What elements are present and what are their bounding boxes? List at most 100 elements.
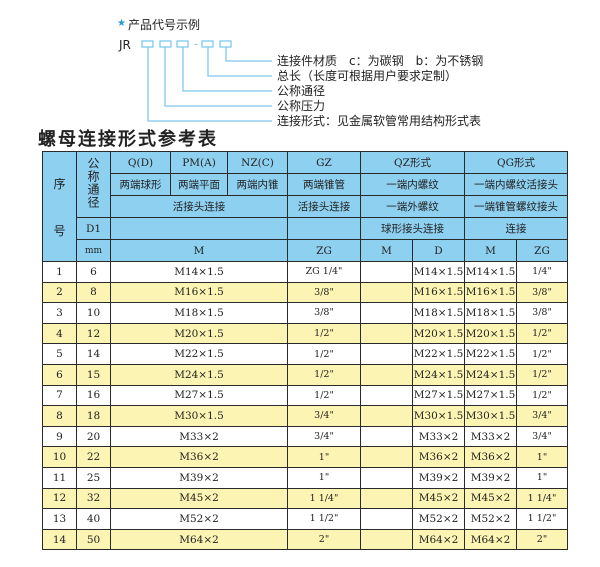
star-icon: ★ [117,18,126,29]
table-row: 9 20 M33×2 3/4" M33×2 M33×2 3/4" [42,425,568,448]
header-conn2: 球形接头连接 [360,217,465,240]
cell-dn: 14 [76,343,111,365]
cell-qg-m: M45×2 [464,487,517,510]
cell-dn: 40 [76,508,111,530]
cell-no: 13 [42,508,77,530]
cell-qg-zg: 1/2" [516,343,568,365]
cell-qz-d: M20×1.5 [412,322,465,345]
cell-qg-m: M14×1.5 [464,261,517,283]
cell-gz: 3/4" [287,405,361,427]
cell-no: 3 [42,302,77,324]
cell-gz: 1" [287,466,361,489]
cell-m: M14×1.5 [110,261,288,283]
cell-no: 11 [42,466,77,489]
cell-no: 5 [42,343,77,365]
header-desc: 两端内锥 [227,173,288,196]
header-type: QZ形式 [360,151,465,174]
dn-label: 公称通径 [86,157,100,209]
cell-qz-d: M18×1.5 [412,302,465,324]
label-connection-type: 连接形式：见金属软管常用结构形式表 [277,114,482,128]
cell-qg-m: M39×2 [464,466,517,489]
cell-qz-m [360,261,413,283]
header-desc: 两端平面 [170,173,228,196]
cell-dn: 15 [76,363,111,386]
table-row: 3 10 M18×1.5 3/8" M18×1.5 M18×1.5 3/8" [42,302,568,324]
header-desc: 两端球形 [110,173,171,196]
header-dn: 公称通径 [76,151,111,218]
cell-qg-zg: 1/4" [516,261,568,283]
cell-m: M18×1.5 [110,302,288,324]
table-row: 6 15 M24×1.5 1/2" M24×1.5 M24×1.5 1/2" [42,363,568,386]
cell-qg-zg: 3/8" [516,281,568,304]
cell-gz: 1" [287,446,361,468]
cell-no: 8 [42,405,77,427]
cell-qz-m [360,405,413,427]
header-conn2 [287,217,361,240]
cell-qg-m: M64×2 [464,528,517,551]
cell-dn: 6 [76,261,111,283]
label-nominal-diameter: 公称通径 [277,84,326,98]
cell-no: 9 [42,425,77,448]
cell-qz-m [360,528,413,551]
cell-no: 14 [42,528,77,551]
cell-qg-zg: 1/2" [516,384,568,407]
cell-qg-m: M16×1.5 [464,281,517,304]
cell-qg-zg: 1" [516,466,568,489]
cell-m: M33×2 [110,425,288,448]
label-length: 总长（长度可根据用户要求定制） [277,69,458,83]
header-mm: mm [76,239,111,262]
cell-qg-m: M24×1.5 [464,363,517,386]
header-unit: ZG [516,239,568,262]
cell-no: 2 [42,281,77,304]
cell-dn: 18 [76,405,111,427]
header-type: Q(D) [110,151,171,174]
header-type: NZ(C) [227,151,288,174]
table-row: 10 22 M36×2 1" M36×2 M36×2 1" [42,446,568,468]
cell-m: M22×1.5 [110,343,288,365]
cell-m: M45×2 [110,487,288,510]
cell-qz-d: M24×1.5 [412,363,465,386]
cell-qz-d: M30×1.5 [412,405,465,427]
header-seq: 序号 [42,151,77,262]
cell-qg-zg: 1 1/2" [516,508,568,530]
cell-qz-m [360,281,413,304]
cell-dn: 16 [76,384,111,407]
code-prefix: JR [119,38,131,52]
cell-m: M24×1.5 [110,363,288,386]
header-desc: 一端内螺纹 [360,173,465,196]
header-type: PM(A) [170,151,228,174]
cell-qz-d: M16×1.5 [412,281,465,304]
table-title: 螺母连接形式参考表 [38,129,218,150]
cell-qz-d: M36×2 [412,446,465,468]
cell-qz-m [360,508,413,530]
cell-dn: 20 [76,425,111,448]
cell-no: 12 [42,487,77,510]
cell-m: M27×1.5 [110,384,288,407]
cell-no: 6 [42,363,77,386]
cell-dn: 25 [76,466,111,489]
label-nominal-pressure: 公称压力 [277,99,326,113]
header-conn2: 连接 [464,217,568,240]
cell-m: M39×2 [110,466,288,489]
cell-qz-m [360,343,413,365]
seq-top: 序 [53,176,66,191]
cell-qz-m [360,487,413,510]
table-row: 13 40 M52×2 1 1/2" M52×2 M52×2 1 1/2" [42,508,568,530]
cell-dn: 10 [76,302,111,324]
cell-qz-m [360,384,413,407]
cell-m: M64×2 [110,528,288,551]
header-unit: M [360,239,413,262]
table-row: 11 25 M39×2 1" M39×2 M39×2 1" [42,466,568,489]
table-row: 1 6 M14×1.5 ZG 1/4" M14×1.5 M14×1.5 1/4" [42,261,568,283]
cell-gz: 1 1/4" [287,487,361,510]
cell-qz-m [360,425,413,448]
cell-dn: 8 [76,281,111,304]
table-row: 7 16 M27×1.5 1/2" M27×1.5 M27×1.5 1/2" [42,384,568,407]
header-conn: 一端外螺纹 [360,195,465,218]
cell-qz-d: M14×1.5 [412,261,465,283]
header-unit: M [464,239,517,262]
cell-qz-m [360,363,413,386]
cell-qg-zg: 3/8" [516,302,568,324]
cell-qg-zg: 1" [516,446,568,468]
